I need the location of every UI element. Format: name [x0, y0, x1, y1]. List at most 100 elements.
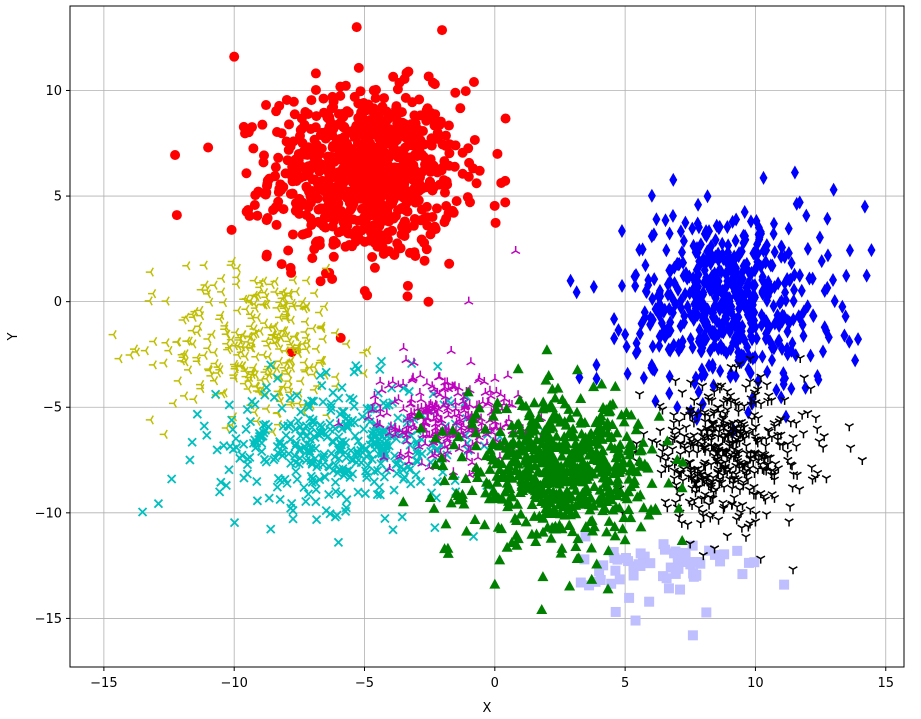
data-point-circle — [390, 210, 401, 221]
data-point-x — [299, 482, 309, 493]
data-point-square — [687, 630, 698, 641]
data-point-diamond — [799, 304, 808, 319]
data-point-triangle — [608, 468, 620, 479]
data-point-diamond — [788, 336, 797, 351]
data-point-tri_down — [700, 447, 710, 456]
data-point-triangle — [479, 519, 491, 530]
data-point-triangle — [442, 547, 454, 558]
data-point-triangle — [587, 525, 599, 536]
data-point-triangle — [516, 400, 528, 411]
data-point-square — [704, 545, 715, 556]
data-point-triangle — [585, 436, 597, 447]
data-point-triangle — [544, 497, 556, 508]
data-point-x — [301, 496, 311, 507]
data-point-circle — [289, 109, 300, 120]
data-point-circle — [203, 142, 214, 153]
data-point-circle — [441, 141, 452, 152]
data-point-circle — [370, 93, 381, 104]
data-point-diamond — [767, 353, 776, 368]
data-point-tri_left — [288, 275, 298, 285]
data-point-tri_down — [745, 355, 755, 364]
data-point-tri_up — [396, 449, 406, 458]
y-tick-label: 0 — [54, 295, 62, 310]
data-point-triangle — [561, 444, 573, 455]
data-point-circle — [441, 213, 452, 224]
data-point-tri_down — [712, 458, 723, 467]
data-point-diamond — [795, 268, 804, 283]
data-point-triangle — [638, 502, 650, 513]
data-point-triangle — [471, 472, 483, 483]
data-point-square — [606, 578, 617, 589]
data-point-diamond — [715, 263, 724, 278]
data-point-tri_up — [451, 417, 462, 426]
data-point-x — [360, 488, 371, 499]
data-point-diamond — [758, 286, 767, 301]
data-point-tri_up — [370, 397, 380, 406]
data-point-tri_down — [756, 555, 766, 564]
data-point-circle — [297, 138, 308, 149]
data-point-triangle — [604, 405, 616, 416]
data-point-triangle — [533, 412, 545, 423]
data-point-diamond — [621, 327, 630, 342]
data-point-tri_left — [302, 275, 311, 286]
data-point-square — [685, 559, 696, 570]
data-point-tri_down — [788, 566, 798, 575]
data-point-diamond — [762, 238, 771, 253]
data-point-diamond — [781, 285, 790, 300]
data-point-x — [334, 393, 344, 403]
data-point-tri_left — [164, 345, 173, 356]
data-point-tri_left — [291, 286, 300, 297]
data-point-triangle — [561, 437, 573, 448]
data-point-diamond — [723, 245, 732, 260]
data-point-x — [247, 396, 257, 407]
data-point-tri_left — [239, 294, 248, 304]
data-point-tri_left — [215, 314, 224, 324]
data-point-diamond — [649, 227, 658, 242]
data-point-tri_down — [713, 404, 723, 413]
data-point-diamond — [784, 221, 793, 236]
data-point-diamond — [655, 329, 664, 344]
data-point-square — [663, 583, 674, 594]
data-point-tri_up — [409, 357, 419, 366]
data-point-square — [594, 566, 605, 577]
data-point-tri_down — [697, 382, 708, 391]
data-point-circle — [328, 208, 339, 219]
data-point-circle — [348, 146, 359, 157]
data-point-diamond — [809, 309, 818, 324]
data-point-diamond — [815, 230, 824, 245]
data-point-tri_down — [685, 407, 695, 416]
data-point-x — [216, 477, 226, 487]
data-point-tri_down — [784, 518, 794, 527]
data-point-diamond — [823, 248, 832, 263]
data-point-tri_left — [229, 373, 239, 383]
data-point-x — [252, 476, 262, 487]
data-point-tri_left — [272, 303, 281, 313]
data-point-tri_up — [384, 428, 395, 437]
data-point-diamond — [677, 245, 686, 260]
data-point-diamond — [746, 214, 755, 229]
data-point-triangle — [653, 410, 665, 421]
data-point-tri_left — [233, 350, 242, 360]
data-point-circle — [367, 128, 378, 139]
data-point-tri_left — [177, 350, 186, 360]
data-point-triangle — [543, 484, 555, 495]
data-point-circle — [283, 245, 294, 256]
y-tick-label: −15 — [35, 612, 62, 627]
data-point-circle — [441, 176, 452, 187]
data-point-x — [258, 420, 269, 430]
data-point-triangle — [470, 461, 482, 472]
data-point-diamond — [655, 308, 664, 323]
data-point-x — [187, 437, 197, 447]
data-point-triangle — [617, 523, 629, 534]
data-point-triangle — [603, 515, 615, 526]
data-point-tri_down — [763, 397, 773, 406]
data-point-square — [584, 580, 595, 591]
data-point-tri_left — [281, 366, 290, 376]
data-point-square — [687, 540, 698, 551]
data-point-triangle — [480, 487, 492, 498]
data-point-x — [292, 390, 302, 401]
data-point-triangle — [470, 427, 482, 438]
x-tick-label: −10 — [220, 676, 247, 691]
data-point-circle — [427, 211, 438, 222]
data-point-x — [372, 441, 383, 451]
